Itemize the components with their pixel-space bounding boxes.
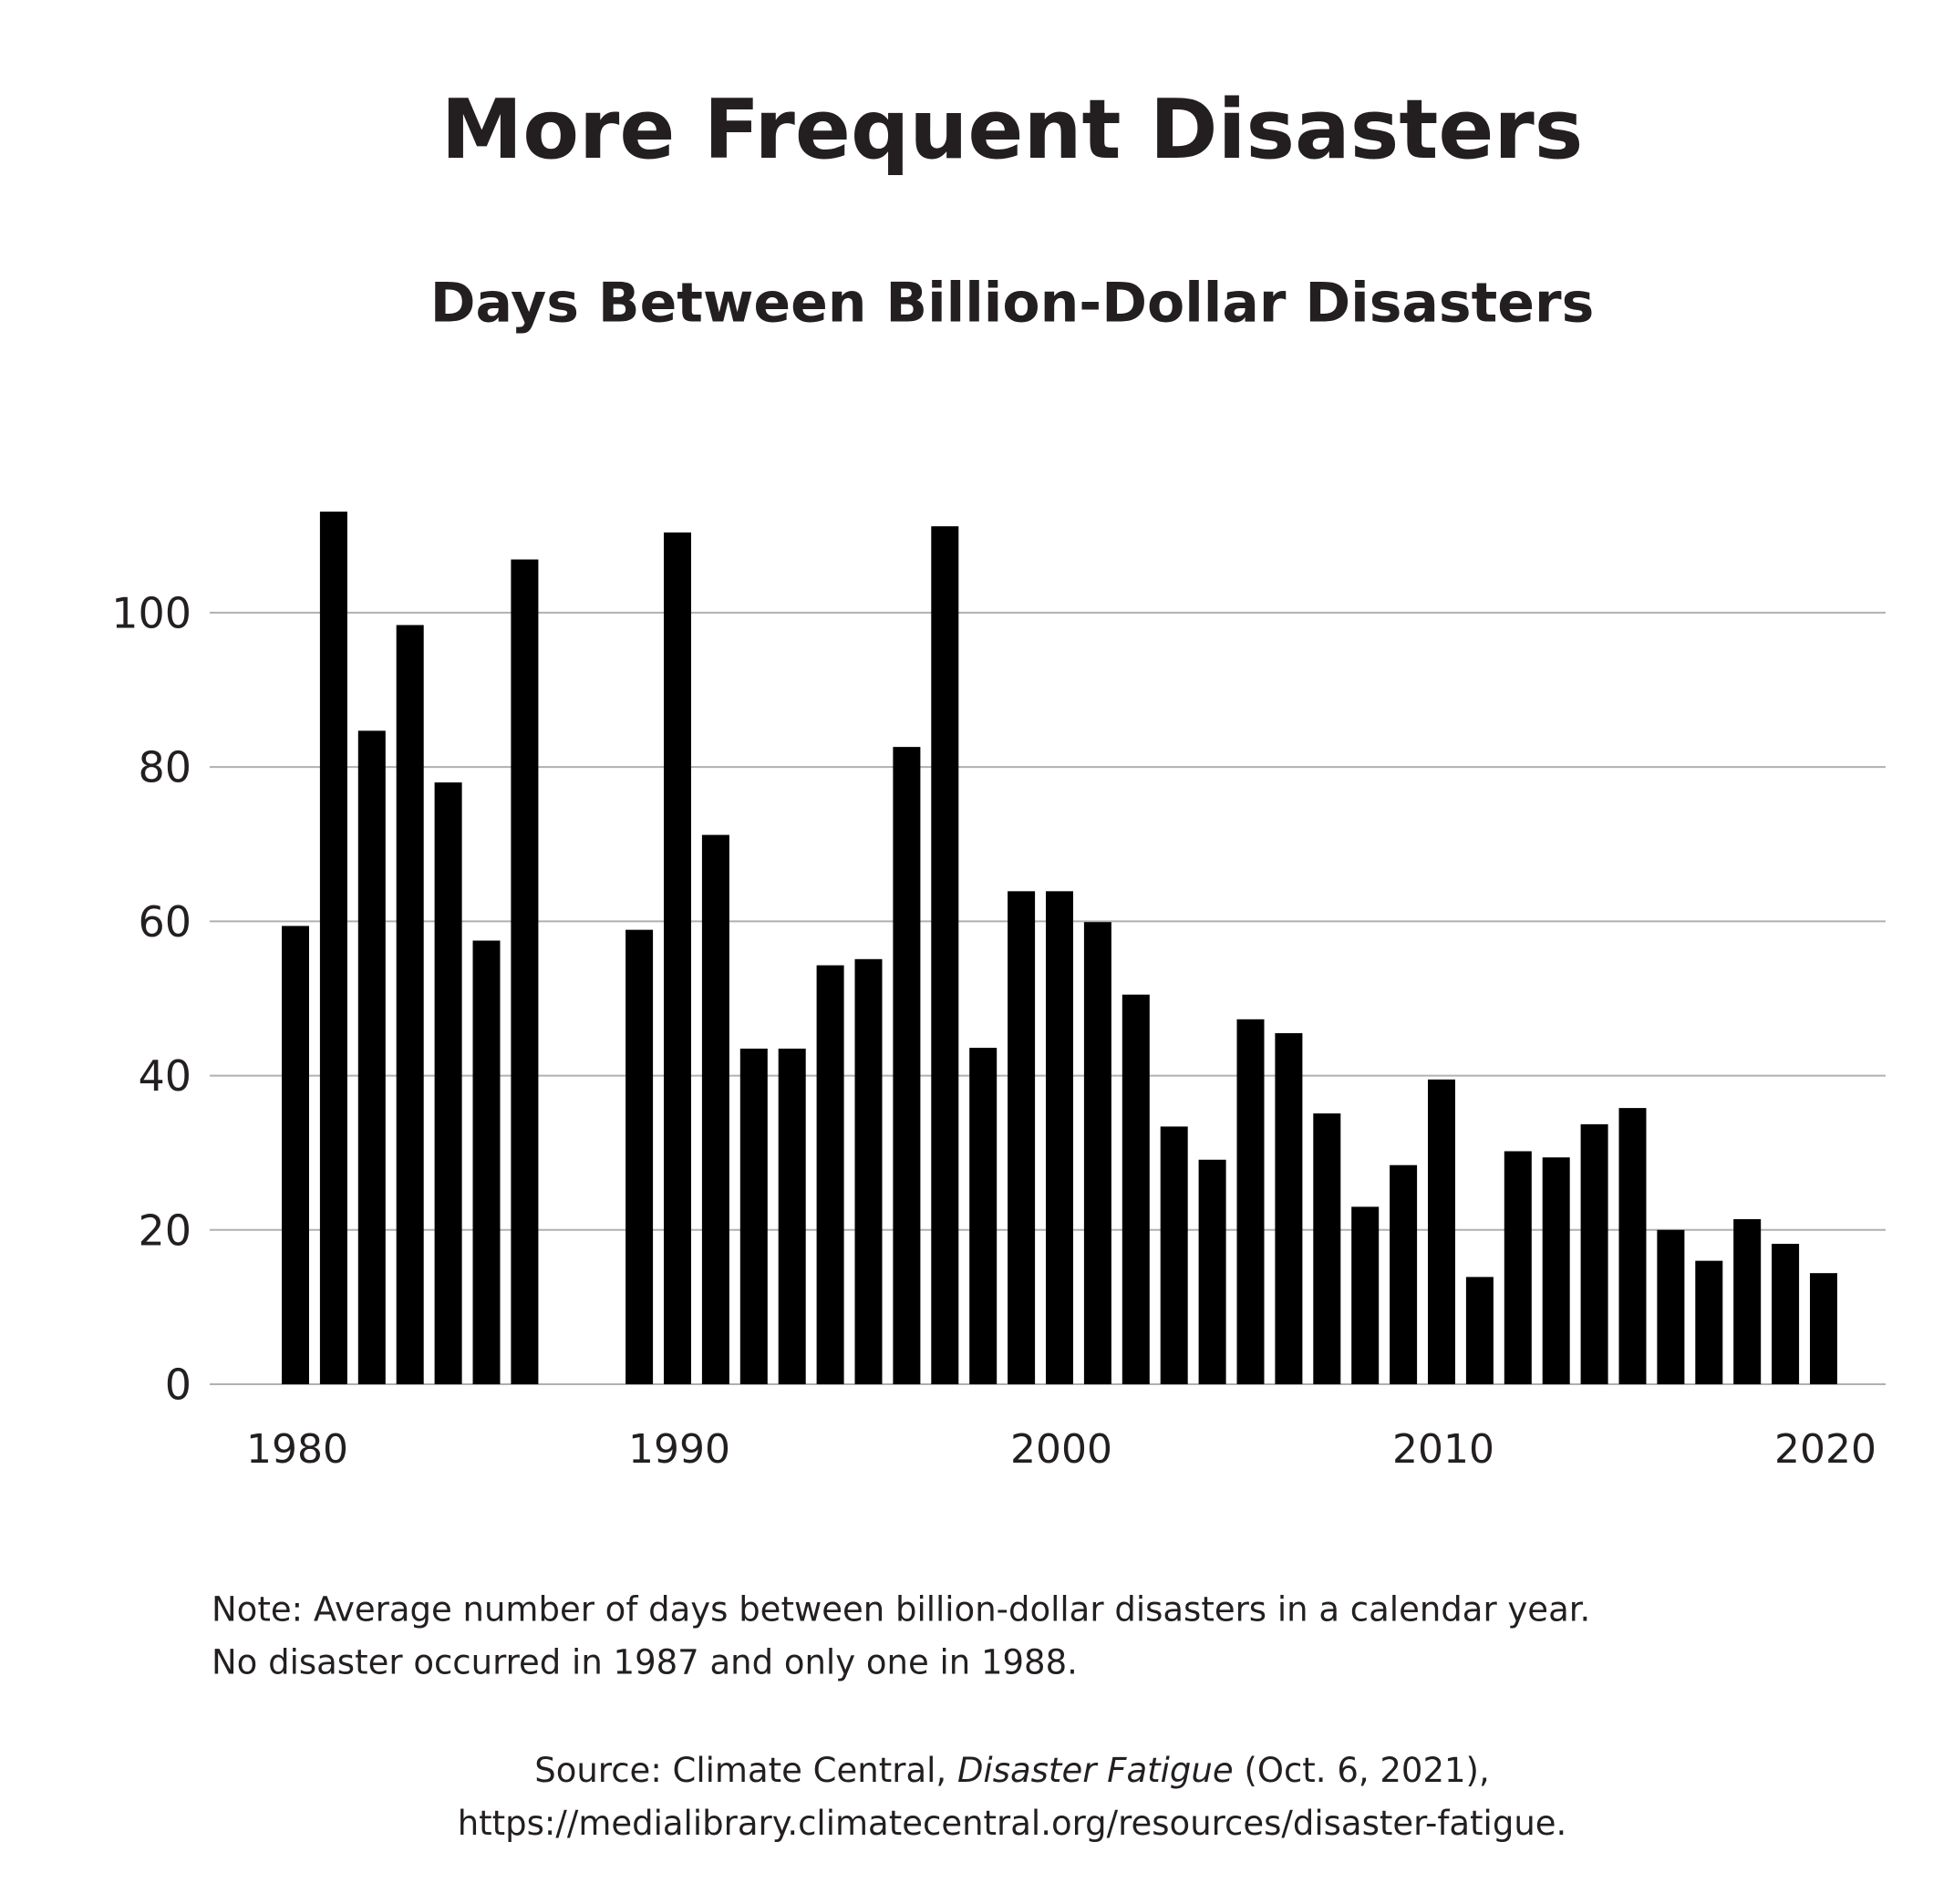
- y-tick-label: 20: [138, 1206, 191, 1255]
- bar: [625, 929, 654, 1384]
- chart-title: More Frequent Disasters: [441, 82, 1584, 178]
- bar: [434, 782, 462, 1384]
- x-tick-label: 2000: [1010, 1426, 1112, 1473]
- x-tick-label: 1990: [628, 1426, 730, 1473]
- bar: [1504, 1151, 1532, 1384]
- bar: [739, 1048, 768, 1384]
- bar: [282, 926, 309, 1384]
- bar: [1772, 1244, 1800, 1384]
- bar: [1695, 1260, 1723, 1384]
- bar: [816, 965, 844, 1384]
- bar: [854, 958, 883, 1384]
- source-part: https://medialibrary.climatecentral.org/…: [458, 1804, 1567, 1843]
- bar: [1122, 994, 1150, 1384]
- bar: [1313, 1113, 1341, 1384]
- y-tick-label: 100: [111, 588, 191, 637]
- bar: [357, 730, 386, 1384]
- bar: [1275, 1033, 1303, 1384]
- bar: [396, 625, 424, 1384]
- bar: [1351, 1206, 1380, 1384]
- source-part: Source: Climate Central,: [534, 1751, 957, 1790]
- y-tick-label: 0: [165, 1361, 191, 1410]
- note: Note: Average number of days between bil…: [212, 1590, 1590, 1630]
- bar: [1160, 1126, 1188, 1384]
- bar: [778, 1048, 806, 1384]
- y-tick-label: 60: [138, 897, 191, 947]
- bar: [1083, 922, 1111, 1384]
- bar: [319, 512, 347, 1384]
- bar: [1733, 1218, 1762, 1384]
- bar: [1236, 1019, 1265, 1384]
- bar: [511, 559, 539, 1384]
- bar: [664, 532, 691, 1384]
- bar: [1810, 1273, 1837, 1384]
- bar: [701, 834, 729, 1384]
- bar: [1542, 1157, 1570, 1384]
- x-tick-label: 2010: [1392, 1426, 1494, 1473]
- chart-subtitle: Days Between Billion-Dollar Disasters: [430, 272, 1595, 336]
- bar: [1198, 1159, 1226, 1384]
- source-part: Disaster Fatigue: [957, 1751, 1234, 1790]
- bar: [1008, 891, 1036, 1384]
- bar: [1618, 1108, 1647, 1384]
- bar: [1465, 1277, 1494, 1384]
- bar: [969, 1048, 998, 1384]
- x-tick-label: 1980: [246, 1426, 348, 1473]
- source-part: (Oct. 6, 2021),: [1234, 1751, 1490, 1790]
- source: https://medialibrary.climatecentral.org/…: [458, 1804, 1567, 1843]
- bar: [893, 747, 921, 1384]
- note: No disaster occurred in 1987 and only on…: [212, 1643, 1078, 1682]
- x-tick-label: 2020: [1774, 1426, 1876, 1473]
- bar: [1390, 1164, 1418, 1384]
- bar: [1657, 1229, 1685, 1384]
- bar: [472, 940, 501, 1384]
- source: Source: Climate Central, Disaster Fatigu…: [534, 1751, 1490, 1790]
- y-tick-label: 40: [138, 1051, 191, 1101]
- bar: [1046, 891, 1073, 1384]
- bar: [1580, 1123, 1608, 1384]
- y-tick-label: 80: [138, 743, 191, 792]
- bar: [931, 526, 959, 1384]
- bar: [1428, 1079, 1455, 1384]
